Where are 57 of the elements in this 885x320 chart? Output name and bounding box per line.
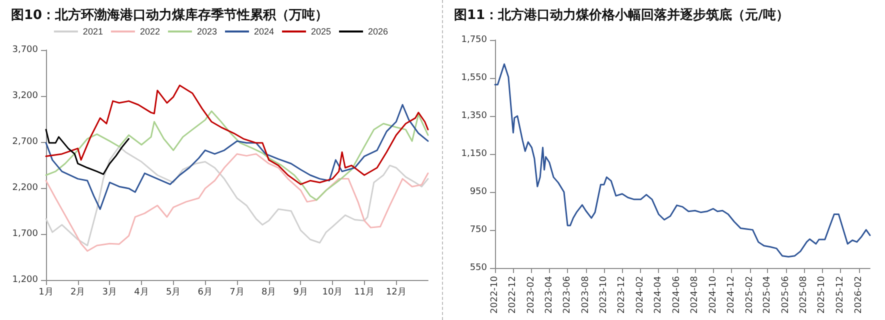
x-tick-label: 2025-10 xyxy=(817,276,828,314)
x-tick-label: 2023-12 xyxy=(617,276,628,314)
x-tick-label: 2022-10 xyxy=(490,276,500,314)
x-tick-label: 2025-08 xyxy=(799,276,810,314)
x-tick-label: 2023-06 xyxy=(562,276,573,314)
x-tick-label: 2024-04 xyxy=(654,276,664,314)
x-tick-label: 7月 xyxy=(230,288,244,298)
x-tick-label: 6月 xyxy=(198,288,213,298)
x-tick-label: 11月 xyxy=(354,288,375,298)
x-tick-label: 2023-02 xyxy=(526,276,537,314)
x-tick-label: 2025-12 xyxy=(835,276,846,314)
legend-label: 2023 xyxy=(196,26,218,36)
legend-label: 2022 xyxy=(140,26,160,36)
x-tick-label: 2025-04 xyxy=(762,276,773,314)
x-tick-label: 2024-06 xyxy=(672,276,682,314)
y-tick-label: 1,150 xyxy=(461,149,488,159)
y-tick-label: 1,550 xyxy=(461,73,488,83)
x-tick-label: 12月 xyxy=(386,288,406,298)
x-tick-label: 9月 xyxy=(293,288,308,298)
y-tick-label: 1,700 xyxy=(12,229,38,239)
x-tick-label: 2023-04 xyxy=(544,276,554,314)
line-series xyxy=(45,128,130,175)
y-tick-label: 1,350 xyxy=(461,111,488,121)
y-tick-label: 2,200 xyxy=(12,183,38,193)
chart-title: 图10：北方环渤海港口动力煤库存季节性累积（万吨） xyxy=(11,7,328,23)
y-tick-label: 1,200 xyxy=(12,275,38,285)
x-tick-label: 2023-08 xyxy=(580,276,591,314)
y-tick-label: 3,200 xyxy=(12,91,38,101)
x-tick-label: 3月 xyxy=(102,288,118,298)
line-series xyxy=(494,63,871,258)
x-tick-label: 2023-10 xyxy=(598,276,609,314)
x-tick-label: 2024-10 xyxy=(708,276,718,314)
y-tick-label: 750 xyxy=(470,225,488,235)
legend-label: 2025 xyxy=(311,26,332,36)
legend-label: 2024 xyxy=(254,26,274,36)
x-tick-label: 2025-02 xyxy=(744,276,755,314)
y-tick-label: 950 xyxy=(470,187,488,197)
x-tick-label: 4月 xyxy=(134,288,149,298)
legend-label: 2021 xyxy=(82,26,103,36)
x-tick-label: 2024-12 xyxy=(726,276,736,314)
x-tick-label: 8月 xyxy=(261,288,276,298)
x-tick-label: 2月 xyxy=(70,288,86,298)
x-tick-label: 2026-02 xyxy=(854,276,864,314)
y-tick-label: 3,700 xyxy=(12,45,38,55)
x-tick-label: 2022-12 xyxy=(508,276,518,314)
chart-title: 图11：北方港口动力煤价格小幅回落并逐步筑底（元/吨） xyxy=(454,7,789,23)
line-series xyxy=(45,84,429,186)
y-tick-label: 550 xyxy=(470,263,488,273)
x-tick-label: 2025-06 xyxy=(780,276,791,314)
x-tick-label: 1月 xyxy=(38,288,54,298)
x-tick-label: 2024-02 xyxy=(636,276,646,314)
x-tick-label: 5月 xyxy=(166,288,181,298)
x-tick-label: 10月 xyxy=(322,288,343,298)
y-tick-label: 2,700 xyxy=(12,137,38,147)
legend-label: 2026 xyxy=(368,26,388,36)
x-tick-label: 2024-08 xyxy=(690,276,700,314)
y-tick-label: 1,750 xyxy=(461,35,488,45)
